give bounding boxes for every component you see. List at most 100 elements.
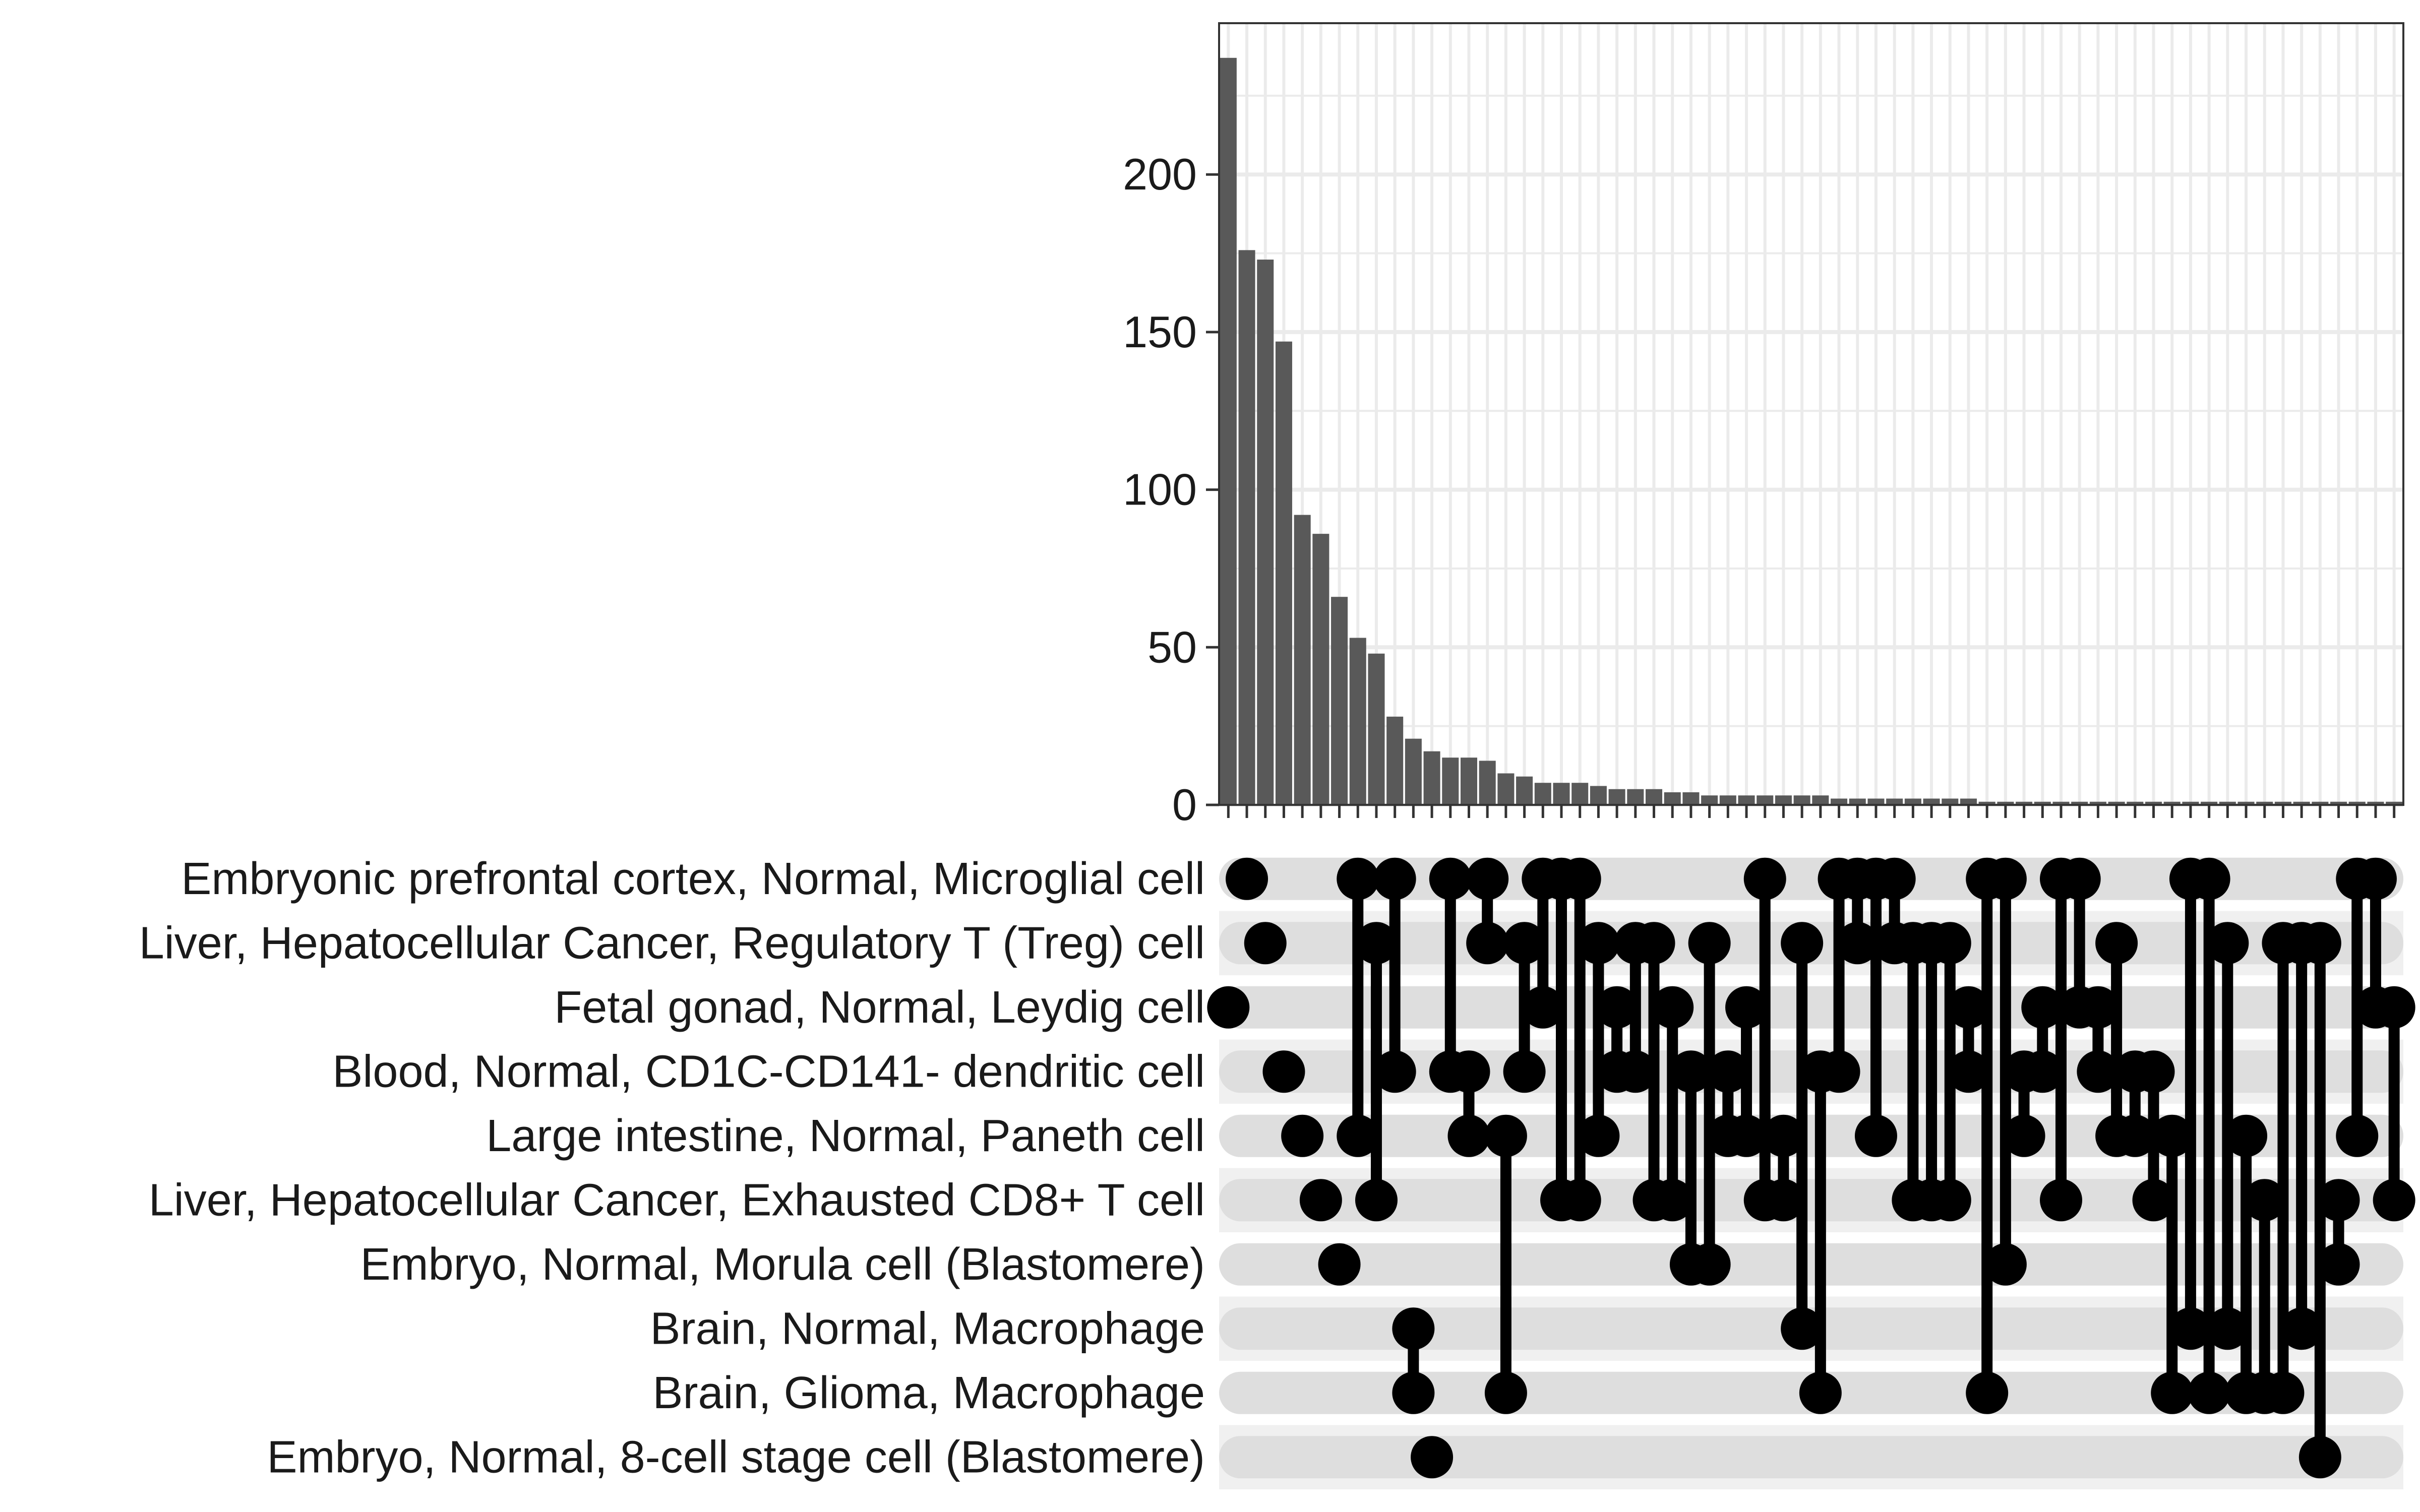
intersection-dot: [1984, 1243, 2027, 1286]
intersection-bar: [1719, 795, 1736, 805]
intersection-bar: [2348, 801, 2366, 805]
intersection-bar: [1257, 260, 1274, 805]
intersection-bar: [1442, 758, 1459, 805]
x-axis-ticks: [1227, 806, 2396, 818]
intersection-dot: [1596, 986, 1639, 1029]
intersection-dot: [1651, 986, 1694, 1029]
intersection-bar: [1460, 758, 1478, 805]
set-label: Brain, Glioma, Macrophage: [652, 1368, 1205, 1418]
intersection-dot: [1577, 922, 1620, 965]
intersection-dot: [2317, 1243, 2360, 1286]
set-label: Embryo, Normal, Morula cell (Blastomere): [360, 1239, 1205, 1290]
intersection-dot: [2373, 986, 2415, 1029]
intersection-bar: [2293, 801, 2310, 805]
set-row-track: [1219, 1243, 2403, 1286]
intersection-dot: [1207, 986, 1250, 1029]
bar-panel: 0 50 100 150 200: [1123, 22, 2404, 830]
intersection-dot: [2058, 857, 2101, 900]
intersection-bar: [1571, 783, 1589, 805]
intersection-bar: [1516, 776, 1533, 805]
intersection-dot: [2077, 986, 2120, 1029]
y-axis: 0 50 100 150 200: [1123, 149, 1219, 830]
intersection-bar: [2182, 801, 2199, 805]
intersection-dot: [2298, 1436, 2341, 1479]
intersection-bar: [2256, 801, 2273, 805]
intersection-bars: [1220, 57, 2403, 805]
intersection-bar: [1553, 783, 1570, 805]
intersection-dot: [1707, 1050, 1749, 1093]
intersection-dot: [1743, 857, 1786, 900]
intersection-dot: [1429, 857, 1472, 900]
intersection-dot: [2188, 857, 2230, 900]
set-labels: Embryonic prefrontal cortex, Normal, Mic…: [139, 854, 1205, 1483]
intersection-dot: [1373, 857, 1416, 900]
y-tick-label: 100: [1123, 465, 1197, 515]
y-tick-label: 0: [1172, 780, 1197, 830]
intersection-bar: [1867, 798, 1885, 805]
intersection-dot: [1984, 857, 2027, 900]
intersection-bar: [1312, 534, 1329, 805]
intersection-dot: [2206, 1307, 2249, 1350]
set-row-track: [1219, 857, 2403, 900]
intersection-bar: [2237, 801, 2255, 805]
intersection-dot: [1373, 1050, 1416, 1093]
intersection-bar: [1997, 801, 2014, 805]
bar-panel-frame: [1218, 22, 2404, 806]
intersection-dot: [1558, 857, 1601, 900]
intersection-bar: [2108, 801, 2125, 805]
set-label: Large intestine, Normal, Paneth cell: [486, 1111, 1205, 1161]
bar-panel-background: [1219, 23, 2403, 805]
intersection-dot: [2095, 922, 2138, 965]
intersection-dot: [1484, 1114, 1527, 1157]
intersection-dot: [2280, 1307, 2323, 1350]
intersection-dot: [1873, 857, 1916, 900]
intersection-dot: [1244, 922, 1287, 965]
intersection-dot: [1854, 1114, 1897, 1157]
intersection-dot: [2243, 1179, 2286, 1222]
intersection-dot: [1337, 1114, 1379, 1157]
intersection-dot: [1669, 1050, 1712, 1093]
set-label: Brain, Normal, Macrophage: [650, 1303, 1205, 1354]
intersection-dot: [1355, 1179, 1398, 1222]
intersection-dot: [1762, 1114, 1805, 1157]
intersection-dot: [1522, 986, 1564, 1029]
intersection-bar: [1423, 751, 1440, 805]
intersection-dot: [2113, 1114, 2156, 1157]
intersection-dot: [1411, 1436, 1454, 1479]
intersection-dot: [2151, 1371, 2194, 1414]
intersection-dot: [1392, 1371, 1435, 1414]
intersection-dot: [2039, 1179, 2082, 1222]
intersection-bar: [1664, 792, 1681, 805]
intersection-dot: [2132, 1179, 2175, 1222]
set-row-track: [1219, 1179, 2403, 1222]
intersection-bar: [1590, 786, 1607, 805]
intersection-dot: [1281, 1114, 1324, 1157]
intersection-dot: [1484, 1371, 1527, 1414]
intersection-bar: [1608, 789, 1625, 805]
intersection-dot: [1503, 922, 1546, 965]
intersection-dot: [1577, 1114, 1620, 1157]
intersection-dot: [1781, 1307, 1824, 1350]
set-label: Blood, Normal, CD1C-CD141- dendritic cel…: [332, 1046, 1205, 1097]
intersection-bar: [1960, 798, 1977, 805]
intersection-dot: [1632, 922, 1675, 965]
intersection-dot: [2021, 986, 2064, 1029]
intersection-bar: [1627, 789, 1644, 805]
intersection-bar: [1331, 597, 1348, 805]
matrix-panel: Embryonic prefrontal cortex, Normal, Mic…: [139, 847, 2415, 1489]
intersection-dot: [2354, 857, 2397, 900]
intersection-bar: [1701, 795, 1718, 805]
intersection-bar: [2274, 801, 2291, 805]
set-label: Embryo, Normal, 8-cell stage cell (Blast…: [267, 1432, 1205, 1482]
intersection-dot: [1947, 1050, 1990, 1093]
intersection-dot: [1355, 922, 1398, 965]
intersection-dot: [1262, 1050, 1305, 1093]
set-label: Fetal gonad, Normal, Leydig cell: [554, 982, 1205, 1033]
intersection-bar: [1368, 653, 1385, 805]
intersection-dot: [1651, 1179, 1694, 1222]
intersection-dot: [1466, 922, 1509, 965]
intersection-bar: [2312, 801, 2329, 805]
intersection-dot: [1392, 1307, 1435, 1350]
intersection-bar: [1349, 638, 1366, 805]
